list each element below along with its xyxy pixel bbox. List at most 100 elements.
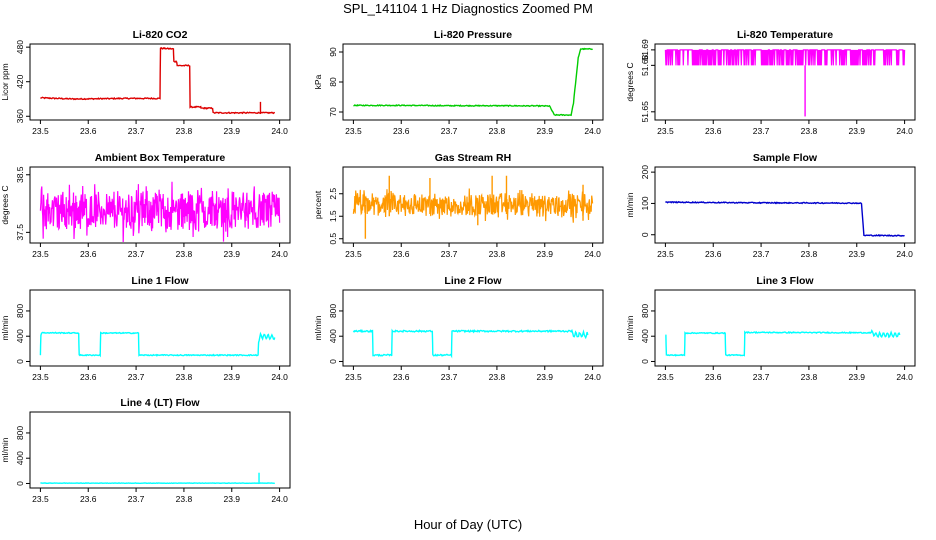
panel-title: Li-820 CO2 (133, 29, 188, 41)
chart-panel-7: Line 1 Flow ml/min 23.5 23.6 23.7 23.8 23.9 24.… (0, 275, 291, 382)
figure-title: SPL_141104 1 Hz Diagnostics Zoomed PM (343, 1, 593, 16)
x-tick-label: 23.5 (32, 372, 49, 382)
x-tick-label: 23.5 (657, 126, 674, 136)
plot-frame (29, 411, 291, 489)
x-tick-label: 24.0 (896, 249, 913, 259)
y-tick-label: 37.5 (15, 224, 25, 241)
chart-panel-4: Ambient Box Temperature degrees C 23.5 23.6… (0, 152, 291, 259)
x-tick-label: 23.9 (223, 494, 240, 504)
y-tick-label: 480 (15, 40, 25, 54)
x-tick-label: 23.7 (441, 249, 458, 259)
x-tick-label: 23.9 (536, 372, 553, 382)
y-tick-label: 1.5 (328, 210, 338, 222)
y-tick-label: 800 (328, 304, 338, 318)
y-axis-label: kPa (313, 74, 323, 89)
x-tick-label: 23.6 (705, 126, 722, 136)
x-tick-label: 24.0 (896, 372, 913, 382)
x-tick-label: 24.0 (584, 249, 601, 259)
y-axis-label: ml/min (625, 192, 635, 217)
y-tick-label: 800 (15, 304, 25, 318)
y-tick-label: 0.5 (328, 233, 338, 245)
series-line (352, 188, 594, 223)
x-tick-label: 23.5 (657, 249, 674, 259)
y-tick-label: 400 (640, 329, 650, 343)
y-tick-label: 0 (328, 359, 338, 364)
y-tick-label: 0 (15, 481, 25, 486)
x-tick-label: 24.0 (584, 372, 601, 382)
y-tick-label: 200 (640, 165, 650, 179)
y-tick-label: 51.68 (640, 54, 650, 76)
plot-frame (654, 289, 916, 367)
x-tick-label: 23.8 (176, 249, 193, 259)
y-tick-label: 420 (15, 74, 25, 88)
series-line (665, 200, 905, 237)
x-tick-label: 23.7 (128, 249, 145, 259)
y-tick-label: 400 (15, 329, 25, 343)
x-tick-label: 23.5 (32, 494, 49, 504)
panel-title: Line 2 Flow (444, 275, 502, 287)
x-tick-label: 23.7 (753, 126, 770, 136)
chart-panel-2: Li-820 Pressure kPa 23.5 23.6 23.7 23.8 23.9 24… (313, 29, 604, 136)
x-tick-label: 23.8 (801, 126, 818, 136)
data-layer (664, 49, 906, 117)
panel-title: Line 4 (LT) Flow (120, 397, 200, 409)
y-tick-label: 800 (15, 426, 25, 440)
x-tick-label: 23.6 (80, 372, 97, 382)
x-tick-label: 23.5 (657, 372, 674, 382)
data-layer (665, 328, 901, 357)
x-tick-label: 23.5 (345, 372, 362, 382)
x-tick-label: 23.8 (489, 249, 506, 259)
plot-frame (342, 289, 604, 367)
y-tick-label: 80 (328, 77, 338, 87)
plot-frame (654, 43, 916, 121)
x-tick-label: 23.6 (393, 249, 410, 259)
x-tick-label: 23.6 (80, 494, 97, 504)
panel-title: Li-820 Pressure (434, 29, 512, 41)
y-tick-label: 0 (640, 359, 650, 364)
data-layer (352, 175, 594, 239)
series-line (39, 331, 276, 358)
y-tick-label: 800 (640, 304, 650, 318)
y-tick-label: 38.5 (15, 166, 25, 183)
y-tick-label: 400 (328, 329, 338, 343)
data-layer (352, 328, 589, 359)
x-tick-label: 23.7 (753, 249, 770, 259)
chart-panel-8: Line 2 Flow ml/min 23.5 23.6 23.7 23.8 23.9 24.… (313, 275, 604, 382)
x-tick-label: 23.8 (176, 494, 193, 504)
y-tick-label: 70 (328, 107, 338, 117)
chart-panel-5: Gas Stream RH percent 23.5 23.6 23.7 23.8 23.9… (313, 152, 604, 259)
x-tick-label: 23.8 (176, 126, 193, 136)
x-tick-label: 23.9 (848, 372, 865, 382)
x-tick-label: 23.9 (223, 372, 240, 382)
data-layer (40, 472, 275, 485)
y-tick-label: 0 (640, 232, 650, 237)
x-tick-label: 23.5 (32, 249, 49, 259)
chart-panel-6: Sample Flow ml/min 23.5 23.6 23.7 23.8 23.9 24.… (625, 152, 916, 259)
y-axis-label: Licor ppm (0, 63, 10, 100)
x-tick-label: 24.0 (271, 249, 288, 259)
panel-title: Line 3 Flow (756, 275, 814, 287)
x-tick-label: 24.0 (271, 372, 288, 382)
series-line (352, 328, 589, 359)
series-line (40, 46, 275, 115)
chart-panel-9: Line 3 Flow ml/min 23.5 23.6 23.7 23.8 23.9 24.… (625, 275, 916, 382)
x-tick-label: 23.5 (345, 249, 362, 259)
x-tick-label: 23.7 (441, 372, 458, 382)
x-tick-label: 23.9 (848, 126, 865, 136)
chart-panel-10: Line 4 (LT) Flow ml/min 23.5 23.6 23.7 23.8 23… (0, 397, 291, 504)
panel-title: Line 1 Flow (131, 275, 189, 287)
panel-title: Li-820 Temperature (737, 29, 833, 41)
panel-title: Ambient Box Temperature (95, 152, 226, 164)
panel-title: Gas Stream RH (435, 152, 511, 164)
x-tick-label: 23.5 (345, 126, 362, 136)
y-axis-label: ml/min (0, 315, 10, 340)
x-tick-label: 24.0 (896, 126, 913, 136)
y-tick-label: 0 (15, 359, 25, 364)
y-tick-label: 400 (15, 451, 25, 465)
x-tick-label: 23.7 (128, 372, 145, 382)
y-axis-label: degrees C (0, 185, 10, 224)
x-tick-label: 23.7 (753, 372, 770, 382)
y-axis-label: percent (313, 190, 323, 219)
y-tick-label: 2.5 (328, 188, 338, 200)
